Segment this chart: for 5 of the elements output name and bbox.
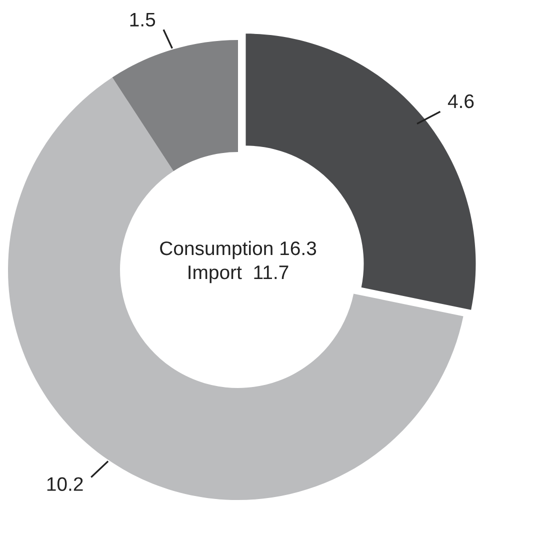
text: Import 11.7 <box>188 266 288 284</box>
text: Consumption 16.3 <box>160 240 316 260</box>
data-label: 10.2 <box>47 477 83 491</box>
data-label: 1.5 <box>130 12 156 27</box>
data-label: 4.6 <box>448 94 474 108</box>
